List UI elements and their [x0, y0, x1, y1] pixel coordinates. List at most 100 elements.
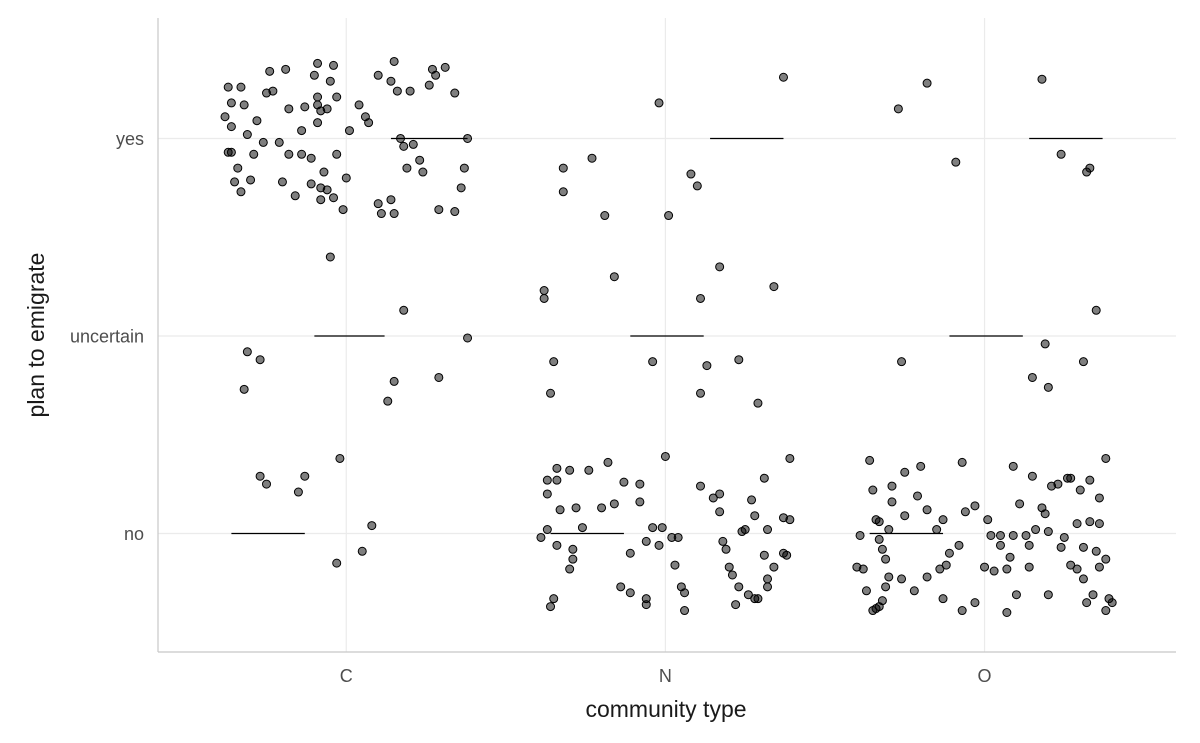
point	[262, 479, 272, 489]
point	[552, 463, 562, 473]
point	[680, 606, 690, 616]
point	[625, 548, 635, 558]
point	[357, 546, 367, 556]
point	[941, 560, 951, 570]
point	[565, 465, 575, 475]
point	[922, 78, 932, 88]
point	[539, 286, 549, 296]
point	[1078, 357, 1088, 367]
point	[743, 590, 753, 600]
point	[785, 515, 795, 525]
point	[242, 130, 252, 140]
point	[897, 574, 907, 584]
point	[1066, 560, 1076, 570]
point	[1072, 564, 1082, 574]
point	[609, 499, 619, 509]
point	[1043, 382, 1053, 392]
point	[708, 493, 718, 503]
point	[542, 525, 552, 535]
point	[293, 487, 303, 497]
point	[995, 530, 1005, 540]
point	[558, 187, 568, 197]
point	[1008, 530, 1018, 540]
point	[715, 507, 725, 517]
point	[546, 388, 556, 398]
point	[552, 475, 562, 485]
point	[552, 540, 562, 550]
point	[673, 532, 683, 542]
point	[434, 205, 444, 215]
point	[344, 126, 354, 136]
point	[568, 554, 578, 564]
point	[887, 497, 897, 507]
point	[313, 92, 323, 102]
point	[459, 163, 469, 173]
point	[619, 477, 629, 487]
point	[236, 82, 246, 92]
point	[759, 473, 769, 483]
point	[223, 82, 233, 92]
point	[329, 60, 339, 70]
point	[715, 262, 725, 272]
point	[957, 606, 967, 616]
point	[900, 511, 910, 521]
point	[935, 564, 945, 574]
point	[1011, 590, 1021, 600]
point	[603, 457, 613, 467]
point	[1043, 590, 1053, 600]
point	[855, 530, 865, 540]
point	[887, 481, 897, 491]
point	[1040, 339, 1050, 349]
point	[1101, 554, 1111, 564]
point	[399, 305, 409, 315]
point	[389, 376, 399, 386]
y-tick-label: yes	[116, 129, 144, 149]
point	[600, 211, 610, 221]
point	[316, 106, 326, 116]
point	[913, 491, 923, 501]
point	[1056, 542, 1066, 552]
point	[1075, 485, 1085, 495]
point	[383, 396, 393, 406]
point	[877, 544, 887, 554]
point	[226, 147, 236, 157]
point	[884, 525, 894, 535]
point	[542, 475, 552, 485]
point	[373, 70, 383, 80]
point	[316, 195, 326, 205]
point	[399, 141, 409, 151]
point	[1101, 453, 1111, 463]
point	[306, 179, 316, 189]
point	[648, 357, 658, 367]
point	[951, 157, 961, 167]
point	[1101, 606, 1111, 616]
point	[983, 515, 993, 525]
point	[1082, 598, 1092, 608]
point	[715, 489, 725, 499]
point	[670, 560, 680, 570]
point	[450, 207, 460, 217]
point	[549, 594, 559, 604]
point	[884, 572, 894, 582]
point	[386, 195, 396, 205]
point	[750, 511, 760, 521]
point	[325, 76, 335, 86]
point	[641, 536, 651, 546]
point	[664, 211, 674, 221]
point	[220, 112, 230, 122]
point	[727, 570, 737, 580]
point	[970, 598, 980, 608]
point	[549, 357, 559, 367]
point	[306, 153, 316, 163]
point	[431, 70, 441, 80]
point	[995, 540, 1005, 550]
point	[874, 534, 884, 544]
point	[1085, 517, 1095, 527]
point	[868, 485, 878, 495]
point	[881, 582, 891, 592]
point	[1056, 149, 1066, 159]
point	[909, 586, 919, 596]
y-tick-label: uncertain	[70, 327, 144, 347]
point	[1002, 607, 1012, 617]
point	[740, 525, 750, 535]
